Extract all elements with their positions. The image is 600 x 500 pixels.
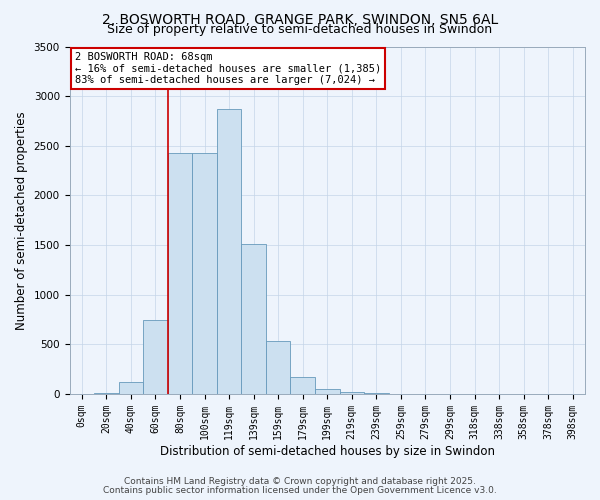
Text: 2, BOSWORTH ROAD, GRANGE PARK, SWINDON, SN5 6AL: 2, BOSWORTH ROAD, GRANGE PARK, SWINDON, …	[102, 12, 498, 26]
Text: 2 BOSWORTH ROAD: 68sqm
← 16% of semi-detached houses are smaller (1,385)
83% of : 2 BOSWORTH ROAD: 68sqm ← 16% of semi-det…	[74, 52, 381, 85]
Bar	[192, 152, 217, 394]
Bar	[315, 388, 340, 394]
Bar	[119, 382, 143, 394]
Bar	[340, 392, 364, 394]
Text: Contains HM Land Registry data © Crown copyright and database right 2025.: Contains HM Land Registry data © Crown c…	[124, 477, 476, 486]
Text: Size of property relative to semi-detached houses in Swindon: Size of property relative to semi-detach…	[107, 22, 493, 36]
Bar	[143, 320, 168, 394]
Y-axis label: Number of semi-detached properties: Number of semi-detached properties	[15, 111, 28, 330]
Bar	[217, 109, 241, 394]
Bar	[290, 377, 315, 394]
Bar	[241, 244, 266, 394]
Text: Contains public sector information licensed under the Open Government Licence v3: Contains public sector information licen…	[103, 486, 497, 495]
Bar	[94, 393, 119, 394]
Bar	[266, 342, 290, 394]
Bar	[168, 152, 192, 394]
X-axis label: Distribution of semi-detached houses by size in Swindon: Distribution of semi-detached houses by …	[160, 444, 495, 458]
Bar	[364, 393, 389, 394]
